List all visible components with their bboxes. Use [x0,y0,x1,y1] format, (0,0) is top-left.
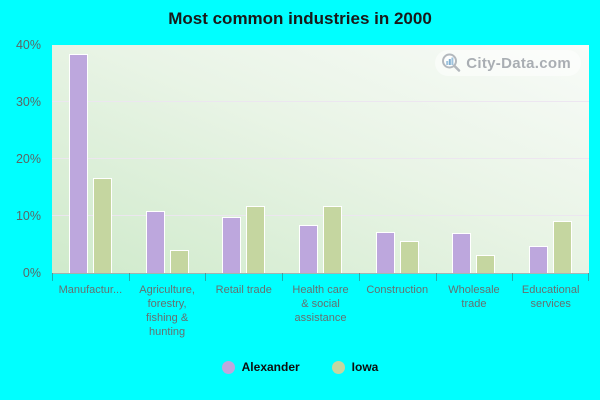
x-category-label-5: Wholesale trade [448,284,500,310]
bar-alexander-group5 [452,232,472,273]
x-axis-tick [435,273,437,281]
legend-swatch-alexander [221,360,235,374]
legend-label: Iowa [351,360,379,374]
y-tick-label-0: 0% [22,266,41,280]
x-axis: Manufactur... Agriculture, forestry, fish… [52,283,589,339]
bar-iowa-group3 [323,205,342,273]
y-tick-label-10: 10% [15,209,41,223]
bar-alexander-group0 [68,53,88,273]
gridline-30 [52,101,589,102]
y-tick-label-30: 30% [15,95,41,109]
bar-iowa-group6 [553,220,573,273]
watermark: City-Data.com [435,50,581,76]
x-category-label-2: Retail trade [215,284,272,296]
watermark-text: City-Data.com [466,54,571,72]
bar-iowa-group0 [92,177,112,273]
x-axis-tick [512,273,514,281]
legend-item-alexander: Alexander [221,360,300,374]
x-axis-tick [52,273,53,281]
x-axis-tick [282,273,284,281]
bar-alexander-group2 [222,217,242,273]
legend-swatch-iowa [331,360,345,374]
bar-alexander-group1 [145,210,165,273]
x-axis-tick [358,273,360,281]
bar-alexander-group4 [375,231,395,273]
x-category-label-3: Health care & social assistance [292,284,349,324]
legend-item-iowa: Iowa [331,360,379,374]
legend: Alexander Iowa [0,360,600,374]
bar-alexander-group6 [529,246,549,273]
chart-title: Most common industries in 2000 [168,9,432,28]
x-axis-tick [588,273,589,281]
gridline-10 [52,215,589,216]
gridline-20 [52,158,589,159]
plot-area: City-Data.com [52,45,589,274]
x-category-label-0: Manufactur... [58,284,123,296]
y-axis: 0% 10% 20% 30% 40% [0,38,46,280]
legend-label: Alexander [241,360,300,374]
city-data-logo-icon [440,52,462,74]
bar-iowa-group5 [476,254,496,273]
y-tick-label-40: 40% [15,38,41,52]
x-axis-tick [205,273,207,281]
bar-alexander-group3 [299,225,318,273]
y-tick-label-20: 20% [15,152,41,166]
x-category-label-1: Agriculture, forestry, fishing & hunting [139,284,195,338]
bar-iowa-group4 [399,240,419,273]
x-category-label-4: Construction [366,284,429,296]
x-axis-tickrow [52,273,589,281]
x-axis-tick [128,273,130,281]
x-category-label-6: Educational services [521,284,580,310]
bar-iowa-group1 [169,250,189,273]
bar-iowa-group2 [246,206,266,273]
